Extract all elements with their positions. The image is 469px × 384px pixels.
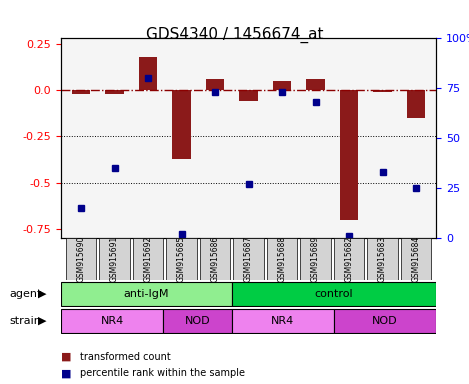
FancyBboxPatch shape: [232, 282, 436, 306]
FancyBboxPatch shape: [166, 238, 197, 280]
FancyBboxPatch shape: [301, 238, 331, 280]
FancyBboxPatch shape: [66, 238, 96, 280]
FancyBboxPatch shape: [267, 238, 297, 280]
Text: transformed count: transformed count: [80, 352, 170, 362]
FancyBboxPatch shape: [133, 238, 163, 280]
FancyBboxPatch shape: [401, 238, 431, 280]
Text: GSM915683: GSM915683: [378, 236, 387, 282]
Text: strain: strain: [9, 316, 41, 326]
FancyBboxPatch shape: [61, 282, 232, 306]
FancyBboxPatch shape: [368, 238, 398, 280]
Text: NR4: NR4: [271, 316, 295, 326]
Text: percentile rank within the sample: percentile rank within the sample: [80, 368, 245, 378]
Text: GSM915688: GSM915688: [278, 236, 287, 282]
Bar: [139, 57, 157, 90]
Text: NR4: NR4: [100, 316, 124, 326]
Text: GSM915685: GSM915685: [177, 236, 186, 282]
Text: GSM915690: GSM915690: [76, 236, 85, 282]
FancyBboxPatch shape: [61, 309, 163, 333]
Text: ■: ■: [61, 368, 71, 378]
Bar: [239, 90, 258, 101]
Text: GSM915686: GSM915686: [211, 236, 219, 282]
Bar: [273, 81, 291, 90]
Text: GSM915687: GSM915687: [244, 236, 253, 282]
Text: anti-IgM: anti-IgM: [123, 289, 169, 299]
Bar: [106, 90, 124, 94]
Text: ▶: ▶: [38, 289, 46, 299]
Bar: [373, 90, 392, 92]
Bar: [72, 90, 90, 94]
Text: NOD: NOD: [185, 316, 210, 326]
Text: GSM915682: GSM915682: [345, 236, 354, 282]
Text: GSM915684: GSM915684: [412, 236, 421, 282]
Text: GSM915691: GSM915691: [110, 236, 119, 282]
Bar: [340, 90, 358, 220]
Text: NOD: NOD: [372, 316, 398, 326]
FancyBboxPatch shape: [163, 309, 232, 333]
Text: agent: agent: [9, 289, 42, 299]
FancyBboxPatch shape: [99, 238, 129, 280]
Bar: [172, 90, 191, 159]
FancyBboxPatch shape: [334, 309, 436, 333]
FancyBboxPatch shape: [334, 238, 364, 280]
Text: ▶: ▶: [38, 316, 46, 326]
FancyBboxPatch shape: [232, 309, 334, 333]
Text: GSM915692: GSM915692: [144, 236, 152, 282]
Text: GSM915689: GSM915689: [311, 236, 320, 282]
Bar: [407, 90, 425, 118]
FancyBboxPatch shape: [200, 238, 230, 280]
FancyBboxPatch shape: [234, 238, 264, 280]
Text: GDS4340 / 1456674_at: GDS4340 / 1456674_at: [146, 27, 323, 43]
Bar: [206, 79, 224, 90]
Text: ■: ■: [61, 352, 71, 362]
Text: control: control: [315, 289, 353, 299]
Bar: [306, 79, 325, 90]
